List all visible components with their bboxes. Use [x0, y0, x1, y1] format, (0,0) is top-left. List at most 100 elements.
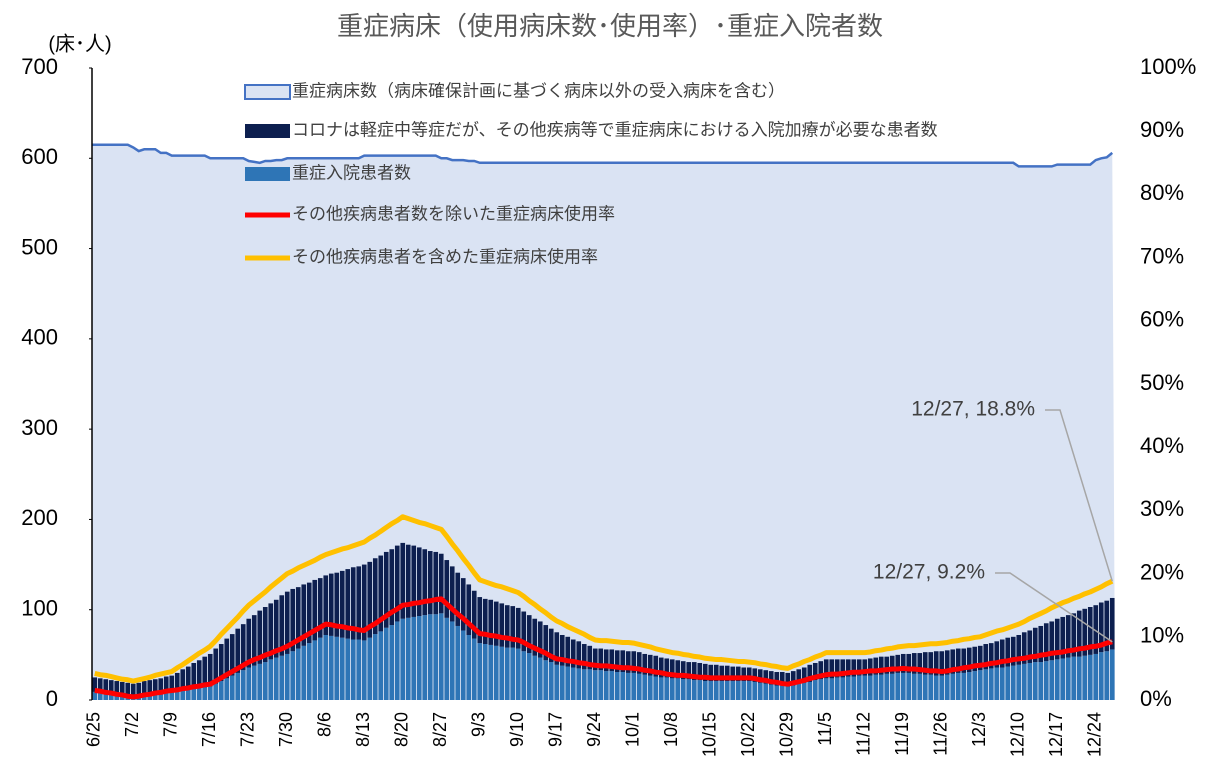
bar [889, 655, 895, 674]
x-tick-label: 8/27 [430, 712, 450, 747]
beds-area [92, 144, 1115, 700]
bar [97, 678, 103, 693]
bar [768, 684, 774, 700]
bar [191, 662, 197, 690]
bar [306, 582, 312, 644]
bar [873, 657, 879, 675]
bar [636, 673, 642, 700]
bar [290, 588, 296, 652]
bar [356, 639, 362, 700]
bar [884, 673, 890, 700]
bar [229, 675, 235, 700]
bar [257, 610, 263, 664]
bar [92, 691, 98, 700]
bar [136, 682, 142, 697]
bar [433, 614, 439, 700]
bar [851, 659, 857, 677]
bar [1032, 627, 1038, 663]
y2-tick-label: 100% [1140, 54, 1196, 79]
bar [812, 662, 818, 681]
bar [592, 670, 598, 700]
x-tick-label: 8/13 [353, 712, 373, 747]
bar [526, 653, 532, 700]
y-tick-label: 0 [46, 686, 58, 711]
bar [416, 547, 422, 617]
bar [235, 628, 241, 673]
bar [1016, 664, 1022, 700]
bar [1071, 656, 1077, 700]
bar [570, 667, 576, 700]
bar [939, 675, 945, 700]
bar [977, 670, 983, 700]
y-tick-label: 100 [21, 596, 58, 621]
bar [895, 654, 901, 673]
bar [730, 681, 736, 700]
bar [174, 690, 180, 700]
bar [1087, 607, 1093, 655]
x-tick-label: 9/10 [507, 712, 527, 747]
x-tick-label: 10/29 [777, 712, 797, 757]
bar [328, 635, 334, 700]
bar [911, 653, 917, 674]
bar [273, 599, 279, 658]
bar [1021, 632, 1027, 664]
bar [460, 578, 466, 631]
bar [427, 551, 433, 615]
bar [840, 659, 846, 678]
bar [191, 689, 197, 700]
bar [114, 681, 120, 696]
bar [147, 694, 153, 700]
bar [922, 674, 928, 700]
bar [906, 672, 912, 700]
bar [862, 675, 868, 700]
bar [400, 542, 406, 619]
bar [647, 675, 653, 700]
bar [807, 664, 813, 682]
bar [493, 645, 499, 700]
y-tick-label: 200 [21, 505, 58, 530]
bar [625, 672, 631, 700]
bar [834, 677, 840, 700]
bar [119, 681, 125, 697]
bar [268, 659, 274, 700]
bar [521, 611, 527, 652]
bar [994, 641, 1000, 668]
y2-tick-label: 0% [1140, 686, 1172, 711]
bar [966, 647, 972, 673]
bar [411, 616, 417, 700]
legend-label: コロナは軽症中等症だが、その他疾病等で重症病床における入院加療が必要な患者数 [292, 120, 938, 139]
bar [988, 643, 994, 669]
bar [471, 590, 477, 639]
bar [152, 679, 158, 695]
bar [460, 630, 466, 700]
bar [130, 683, 136, 698]
x-tick-label: 7/23 [238, 712, 258, 747]
bar [180, 690, 186, 700]
bar [741, 681, 747, 700]
bar [422, 615, 428, 700]
bar [147, 680, 153, 695]
bar [867, 675, 873, 700]
bar [372, 558, 378, 635]
bar [257, 663, 263, 700]
bar [169, 691, 175, 700]
bar [735, 666, 741, 682]
bar [438, 553, 444, 614]
bar [97, 692, 103, 700]
bar [455, 625, 461, 700]
x-tick-label: 8/20 [392, 712, 412, 747]
bar [752, 681, 758, 700]
bar [108, 680, 114, 695]
bar [526, 615, 532, 654]
bar [911, 673, 917, 700]
x-tick-label: 7/16 [199, 712, 219, 747]
bar [345, 638, 351, 700]
bar [955, 672, 961, 700]
bar [944, 650, 950, 675]
bar [658, 657, 664, 678]
bar [367, 637, 373, 700]
bar [213, 648, 219, 684]
bar [356, 566, 362, 640]
y-axis-label: (床･人) [48, 32, 111, 55]
bar [1093, 605, 1099, 654]
